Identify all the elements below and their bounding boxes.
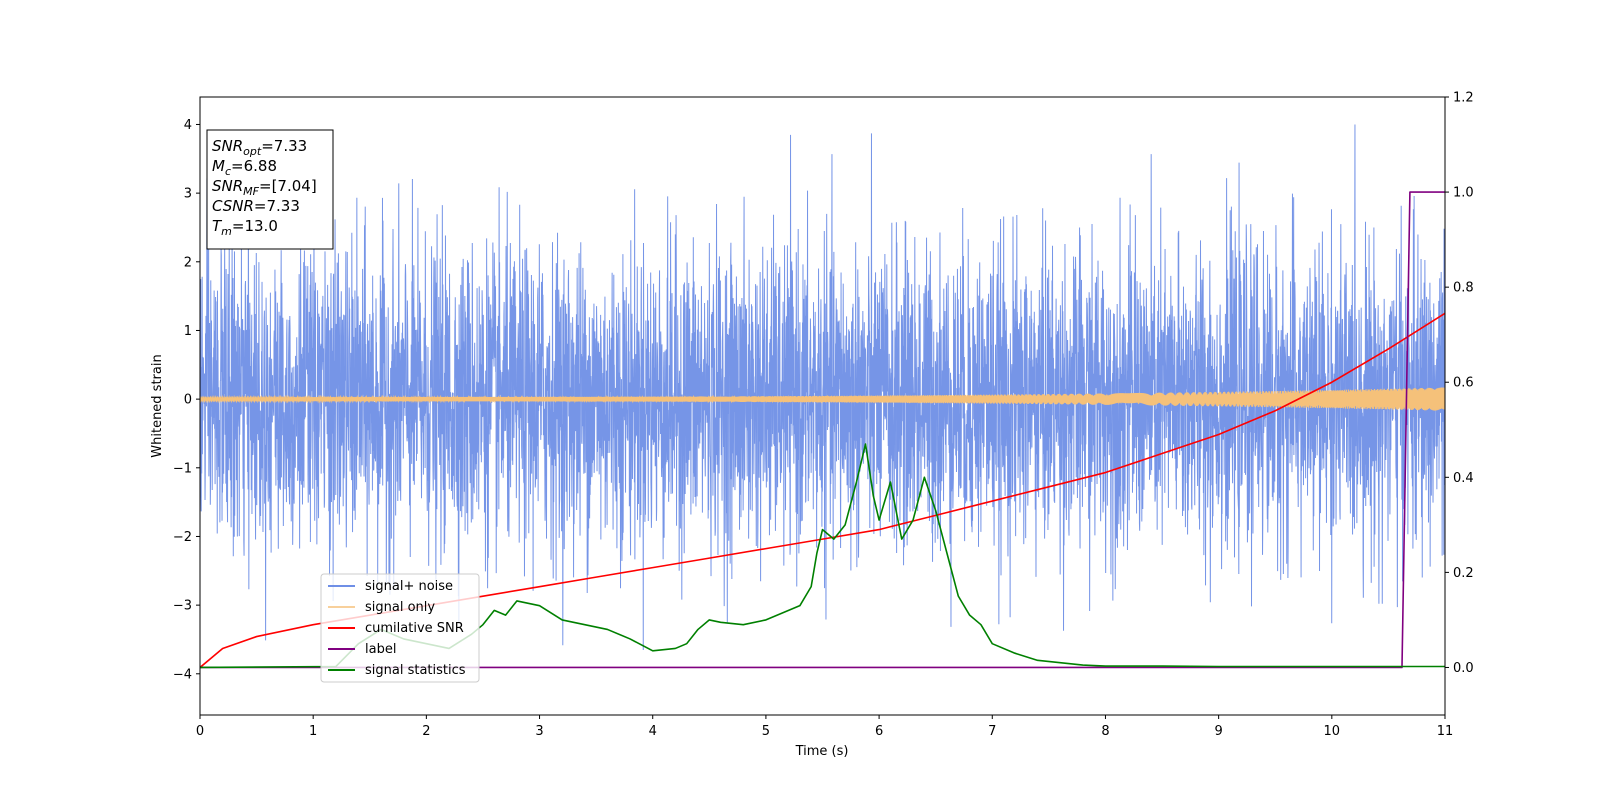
info-symbol: T	[212, 217, 223, 235]
x-tick-label: 11	[1437, 724, 1454, 739]
info-value: =[7.04]	[259, 177, 317, 195]
signal-only-line	[200, 387, 1445, 411]
info-subscript: m	[221, 225, 232, 238]
info-box-line: SNRMF=[7.04]	[212, 177, 317, 198]
y2-axis-ticks: 0.0 0.2 0.4 0.6 0.8 1.0 1.2	[1445, 91, 1474, 676]
info-value: =7.33	[254, 197, 300, 215]
x-tick-label: 10	[1324, 724, 1341, 739]
x-tick-label: 2	[422, 724, 430, 739]
x-axis-label: Time (s)	[795, 744, 849, 759]
info-symbol: SNR	[212, 137, 243, 155]
y-tick-label: −1	[173, 461, 192, 476]
info-symbol: CSNR	[212, 197, 254, 215]
info-box-line: CSNR=7.33	[212, 197, 300, 215]
info-box-line: SNRopt=7.33	[212, 137, 307, 158]
y-tick-label: −2	[173, 530, 192, 545]
info-subscript: c	[225, 165, 231, 178]
y-tick-label: −3	[173, 599, 192, 614]
info-value: =6.88	[231, 157, 277, 175]
x-tick-label: 8	[1101, 724, 1109, 739]
x-tick-label: 6	[875, 724, 883, 739]
legend-entry-label: label	[365, 642, 396, 657]
x-tick-label: 0	[196, 724, 204, 739]
x-tick-label: 4	[649, 724, 657, 739]
legend-entry-label: signal statistics	[365, 663, 466, 678]
y-tick-label: 1	[184, 324, 192, 339]
y2-tick-label: 1.0	[1453, 186, 1474, 201]
plot-frame	[199, 96, 1446, 716]
legend: signal+ noise signal only cumilative SNR la…	[320, 573, 480, 683]
y2-tick-label: 0.0	[1453, 661, 1474, 676]
signal-statistics-line	[200, 443, 1445, 669]
info-symbol: M	[212, 157, 225, 175]
x-axis-ticks: 0 1 2 3 4 5 6 7 8 9 10 11	[196, 715, 1453, 739]
info-box-line: Tm=13.0	[212, 217, 278, 238]
legend-entry-label: signal+ noise	[365, 579, 453, 594]
info-box: SNRopt=7.33Mc=6.88SNRMF=[7.04]CSNR=7.33T…	[206, 129, 334, 250]
y-tick-label: 4	[184, 118, 192, 133]
x-tick-label: 1	[309, 724, 317, 739]
y-tick-label: −4	[173, 667, 192, 682]
legend-entry-label: signal only	[365, 600, 435, 615]
series-signal-only	[200, 387, 1445, 411]
x-tick-label: 3	[535, 724, 543, 739]
y-axis-ticks: −4 −3 −2 −1 0 1 2 3 4	[173, 118, 200, 682]
label-line	[200, 191, 1445, 669]
y-axis-label: Whitened strain	[150, 354, 165, 457]
legend-frame	[320, 573, 480, 683]
info-box-frame	[206, 129, 334, 250]
legend-entry-label: cumilative SNR	[365, 621, 464, 636]
y-tick-label: 0	[184, 393, 192, 408]
y2-tick-label: 0.4	[1453, 471, 1474, 486]
x-tick-label: 5	[762, 724, 770, 739]
y2-tick-label: 1.2	[1453, 91, 1474, 106]
info-box-line: Mc=6.88	[212, 157, 277, 178]
info-value: =7.33	[261, 137, 307, 155]
info-subscript: opt	[243, 145, 262, 158]
info-subscript: MF	[243, 185, 259, 198]
series-signal-statistics	[200, 443, 1445, 669]
y2-tick-label: 0.8	[1453, 281, 1474, 296]
y2-tick-label: 0.2	[1453, 566, 1474, 581]
x-tick-label: 9	[1214, 724, 1222, 739]
info-value: =13.0	[232, 217, 278, 235]
x-tick-label: 7	[988, 724, 996, 739]
series-label	[200, 191, 1445, 669]
info-symbol: SNR	[212, 177, 243, 195]
y-tick-label: 2	[184, 255, 192, 270]
y-tick-label: 3	[184, 187, 192, 202]
y2-tick-label: 0.6	[1453, 376, 1474, 391]
